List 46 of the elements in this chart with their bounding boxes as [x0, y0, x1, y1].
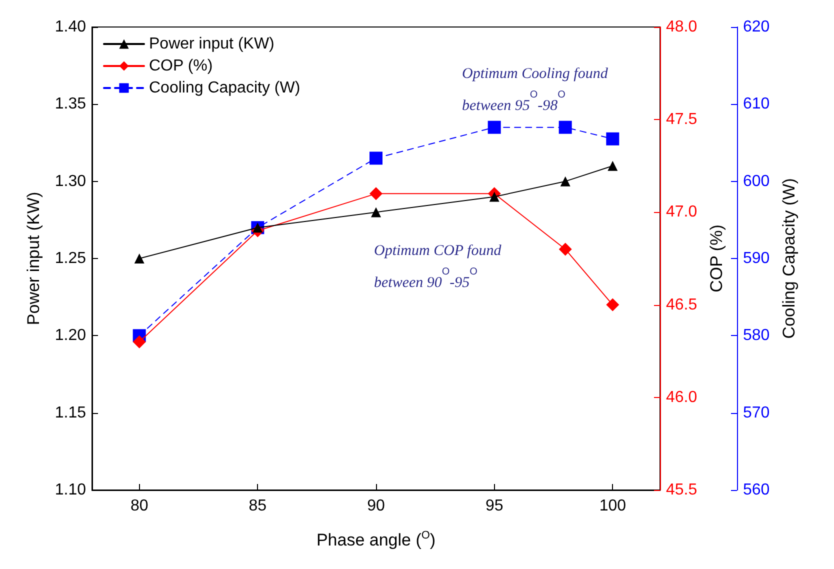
point: [370, 152, 382, 165]
y3-tick-label: 580: [743, 327, 770, 344]
y2-tick-label: 45.5: [666, 482, 698, 498]
annotation: Optimum COP found between 90O-95O: [374, 243, 502, 291]
point: [558, 120, 572, 134]
x-tick-label: 100: [599, 498, 626, 514]
point: [132, 335, 146, 348]
y3-axis-title: Cooling Capacity (W): [780, 178, 799, 339]
legend-label: Cooling Capacity (W): [149, 80, 300, 96]
point: [134, 254, 144, 264]
point: [489, 192, 500, 202]
point: [370, 187, 382, 200]
point: [488, 120, 501, 134]
y3-tick-label: 560: [743, 482, 770, 498]
x-tick-label: 90: [367, 498, 385, 514]
y-tick-label: 1.40: [54, 18, 86, 36]
y2-tick-label: 46.5: [666, 296, 698, 314]
y-tick-label: 1.15: [54, 404, 86, 422]
x-tick-label: 80: [130, 498, 148, 514]
point: [371, 207, 381, 218]
legend-label: Power input (KW): [149, 36, 274, 52]
y2-tick-label: 47.5: [666, 111, 698, 128]
y3-tick-label: 570: [743, 404, 770, 422]
point: [558, 242, 572, 256]
y2-tick-label: 46.0: [666, 388, 698, 406]
y2-tick-label: 47.0: [666, 204, 698, 221]
point: [606, 132, 620, 146]
annotation: Optimum Cooling found between 95O-98O: [462, 66, 608, 114]
x-tick-label: 85: [248, 498, 267, 514]
y-tick-label: 1.10: [54, 482, 86, 498]
y-tick-label: 1.30: [54, 172, 86, 190]
point: [560, 176, 570, 186]
y-axis-title: Power input (KW): [24, 192, 43, 326]
y-tick-label: 1.25: [54, 250, 86, 267]
y2-axis-title: COP (%): [707, 224, 726, 292]
y3-tick-label: 610: [743, 96, 770, 113]
y3-tick-label: 600: [743, 172, 770, 190]
y-tick-label: 1.20: [54, 327, 86, 344]
y3-tick-label: 620: [743, 18, 770, 36]
x-tick-label: 95: [485, 498, 504, 514]
point: [608, 160, 618, 171]
y2-tick-label: 48.0: [666, 18, 698, 36]
y-tick-label: 1.35: [54, 96, 86, 113]
point: [606, 298, 620, 312]
y3-tick-label: 590: [743, 250, 770, 267]
legend-label: COP (%): [149, 58, 213, 74]
